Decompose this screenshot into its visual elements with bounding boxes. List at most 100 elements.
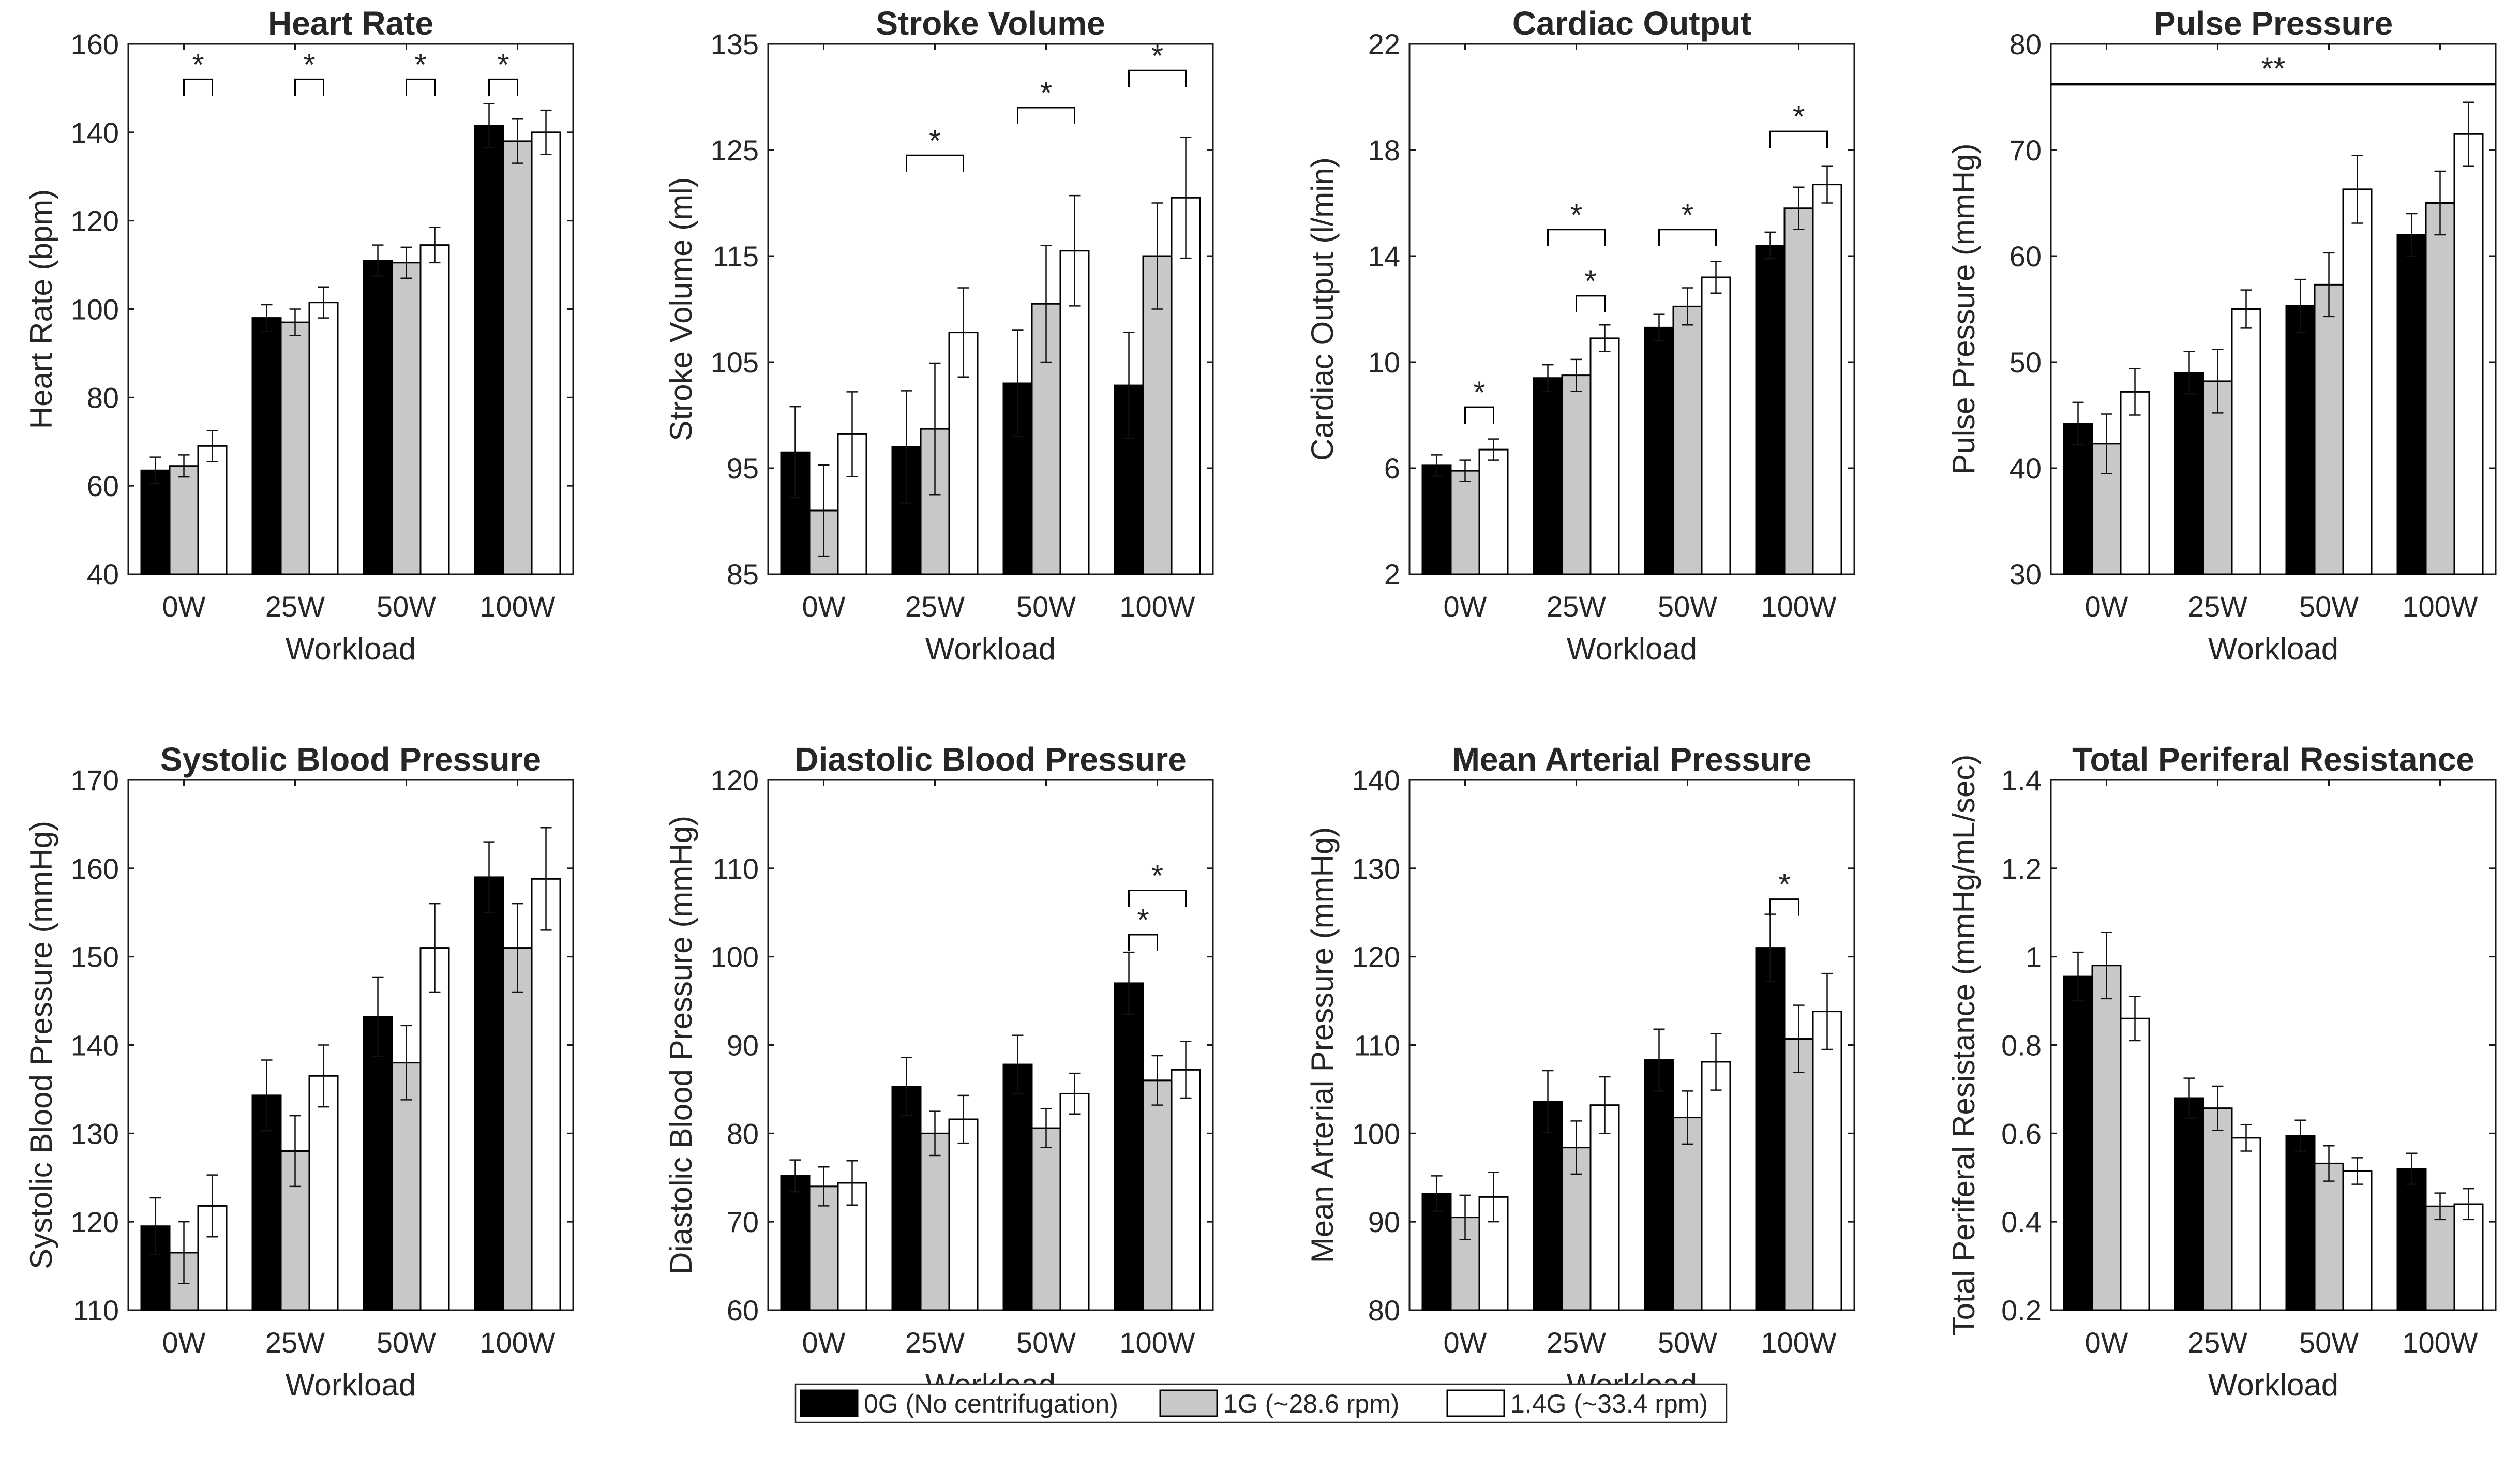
bar xyxy=(502,947,533,1311)
y-tick-label: 140 xyxy=(1352,764,1400,797)
bar xyxy=(1478,448,1509,575)
y-tick-label: 120 xyxy=(711,764,759,797)
legend-swatch xyxy=(800,1389,859,1417)
y-tick-label: 110 xyxy=(73,1294,119,1327)
bar xyxy=(2202,1107,2233,1311)
y-tick-label: 22 xyxy=(1368,28,1400,61)
x-axis-label: Workload xyxy=(925,632,1056,666)
y-tick-label: 170 xyxy=(71,764,119,797)
y-tick-label: 95 xyxy=(727,452,759,485)
chart-title: Total Periferal Resistance xyxy=(2072,741,2474,778)
bar xyxy=(1002,1063,1033,1311)
bar xyxy=(251,1094,282,1311)
significance-bracket xyxy=(1658,229,1717,246)
x-tick-label: 50W xyxy=(1016,1326,1076,1359)
bar xyxy=(169,465,199,575)
x-tick-label: 50W xyxy=(377,1326,436,1359)
bar xyxy=(391,1062,422,1311)
y-tick-label: 40 xyxy=(87,558,119,591)
bar xyxy=(2314,1162,2344,1311)
y-tick-label: 0.4 xyxy=(2001,1206,2042,1238)
x-tick-label: 100W xyxy=(1119,1326,1195,1359)
y-axis-label: Systolic Blood Pressure (mmHg) xyxy=(24,821,58,1269)
x-tick-label: 100W xyxy=(1761,1326,1836,1359)
y-tick-label: 60 xyxy=(2009,240,2042,273)
bar xyxy=(197,445,228,575)
bar xyxy=(2174,372,2204,575)
bar xyxy=(1142,1079,1173,1311)
chart-title: Stroke Volume xyxy=(876,5,1105,42)
y-tick-label: 80 xyxy=(87,381,119,414)
significance-bracket xyxy=(1769,130,1828,148)
bar xyxy=(2342,188,2373,575)
chart-panel: 40 60 80 100 120 140 160 0W 25W 50W 100W * * * * Heart … xyxy=(24,5,574,666)
significance-label: * xyxy=(1570,198,1582,232)
significance-bracket xyxy=(1128,69,1187,87)
y-tick-label: 160 xyxy=(71,28,119,61)
significance-bracket xyxy=(1128,890,1187,907)
chart-panel: 85 95 105 115 125 135 0W 25W 50W 100W * * * Stroke Vo… xyxy=(664,5,1214,666)
chart-panel: 0.2 0.4 0.6 0.8 1 1.2 1.4 0W 25W 50W 100W Total Per… xyxy=(1946,741,2497,1402)
chart-title: Heart Rate xyxy=(268,5,433,42)
y-tick-label: 135 xyxy=(711,28,759,61)
chart-title: Cardiac Output xyxy=(1512,5,1751,42)
significance-label: * xyxy=(1040,76,1052,110)
significance-bracket xyxy=(488,78,518,96)
y-tick-label: 120 xyxy=(1352,941,1400,973)
y-axis-label: Mean Arterial Pressure (mmHg) xyxy=(1305,827,1340,1264)
bar xyxy=(474,876,504,1311)
significance-label: * xyxy=(1584,264,1596,298)
chart-panel: 30 40 50 60 70 80 0W 25W 50W 100W ** Pulse Pressure… xyxy=(1946,5,2497,666)
x-tick-label: 100W xyxy=(1119,590,1195,623)
y-tick-label: 100 xyxy=(711,941,759,973)
bar xyxy=(363,260,393,575)
bar xyxy=(2120,391,2150,575)
legend: 0G (No centrifugation) 1G (~28.6 rpm) 1.4G… xyxy=(794,1383,1728,1423)
x-tick-label: 25W xyxy=(905,590,965,623)
x-tick-label: 100W xyxy=(2402,590,2478,623)
bar xyxy=(1701,276,1731,575)
bar xyxy=(1533,1101,1563,1311)
x-tick-label: 25W xyxy=(2188,1326,2247,1359)
x-tick-label: 0W xyxy=(1444,590,1487,623)
bar xyxy=(2314,283,2344,575)
y-tick-label: 0.6 xyxy=(2001,1117,2042,1150)
x-tick-label: 50W xyxy=(1658,590,1717,623)
y-axis-label: Diastolic Blood Pressure (mmHg) xyxy=(664,816,698,1274)
y-axis-label: Heart Rate (bpm) xyxy=(24,189,58,429)
x-tick-label: 50W xyxy=(2299,1326,2359,1359)
x-tick-label: 50W xyxy=(1016,590,1076,623)
x-tick-label: 50W xyxy=(1658,1326,1717,1359)
y-tick-label: 120 xyxy=(71,1206,119,1238)
y-axis-label: Stroke Volume (ml) xyxy=(664,177,698,441)
bar xyxy=(1031,1127,1061,1311)
y-tick-label: 1.4 xyxy=(2001,764,2042,797)
bar xyxy=(2396,1168,2427,1311)
x-tick-label: 25W xyxy=(265,1326,325,1359)
significance-bracket xyxy=(1128,934,1158,951)
bar xyxy=(531,131,561,575)
x-axis-label: Workload xyxy=(2208,632,2338,666)
x-tick-label: 100W xyxy=(479,1326,555,1359)
y-tick-label: 60 xyxy=(727,1294,759,1327)
bar xyxy=(2453,133,2484,575)
significance-bracket xyxy=(294,78,324,96)
significance-label: * xyxy=(497,47,509,82)
bar xyxy=(891,1086,922,1311)
bar xyxy=(1059,250,1090,575)
y-tick-label: 110 xyxy=(713,852,759,885)
y-tick-label: 90 xyxy=(727,1029,759,1062)
bar xyxy=(1561,374,1592,575)
y-tick-label: 70 xyxy=(2009,134,2042,167)
y-tick-label: 90 xyxy=(1368,1206,1400,1238)
y-tick-label: 85 xyxy=(727,558,759,591)
bar xyxy=(1812,184,1842,575)
x-tick-label: 50W xyxy=(377,590,436,623)
plot-area xyxy=(767,43,1214,575)
significance-label: * xyxy=(1151,859,1163,893)
bar xyxy=(2285,305,2316,575)
x-axis-label: Workload xyxy=(1567,632,1697,666)
bar xyxy=(1812,1011,1842,1311)
significance-label: ** xyxy=(2261,51,2286,86)
